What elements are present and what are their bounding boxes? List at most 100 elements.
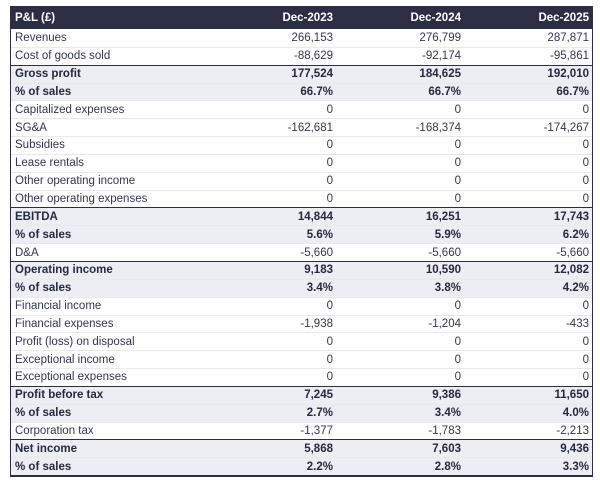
cell-value: 11,650 bbox=[554, 389, 589, 402]
column-header-dec-2024: Dec-2024 bbox=[410, 11, 461, 24]
cell-value: 9,386 bbox=[432, 389, 461, 402]
table-row: % of sales 2.7% 3.4% 4.0% bbox=[11, 403, 592, 422]
table-row: % of sales 5.6% 5.9% 6.2% bbox=[11, 225, 592, 244]
cell-value: -2,213 bbox=[556, 424, 589, 437]
cell-value: -1,204 bbox=[428, 317, 461, 330]
cell-value: 177,524 bbox=[291, 68, 333, 81]
row-label: SG&A bbox=[15, 121, 47, 134]
row-label: Other operating expenses bbox=[15, 193, 148, 206]
row-label: Lease rentals bbox=[15, 157, 85, 170]
table-row: Profit (loss) on disposal 0 0 0 bbox=[11, 332, 592, 351]
table-title: P&L (£) bbox=[15, 11, 56, 24]
row-label: Operating income bbox=[15, 264, 113, 277]
cell-value: 0 bbox=[326, 335, 333, 348]
cell-value: 0 bbox=[582, 175, 589, 188]
table-row: Other operating income 0 0 0 bbox=[11, 171, 592, 190]
cell-value: 66.7% bbox=[428, 85, 461, 98]
cell-value: 4.2% bbox=[562, 282, 589, 295]
cell-value: -1,377 bbox=[300, 424, 333, 437]
cell-value: -5,660 bbox=[428, 246, 461, 259]
cell-value: 2.7% bbox=[306, 407, 333, 420]
cell-value: 0 bbox=[454, 193, 461, 206]
cell-value: 9,436 bbox=[560, 442, 589, 455]
cell-value: 192,010 bbox=[547, 68, 589, 81]
table-row: Other operating expenses 0 0 0 bbox=[11, 189, 592, 208]
row-label: % of sales bbox=[15, 85, 72, 98]
row-label: Profit (loss) on disposal bbox=[15, 335, 135, 348]
table-row: Exceptional income 0 0 0 bbox=[11, 350, 592, 369]
table-row: % of sales 2.2% 2.8% 3.3% bbox=[11, 457, 592, 476]
cell-value: 0 bbox=[582, 353, 589, 366]
cell-value: 0 bbox=[582, 157, 589, 170]
cell-value: 0 bbox=[454, 157, 461, 170]
cell-value: -5,660 bbox=[300, 246, 333, 259]
cell-value: 66.7% bbox=[300, 85, 333, 98]
table-row: D&A -5,660 -5,660 -5,660 bbox=[11, 243, 592, 261]
table-row: Net income 5,868 7,603 9,436 bbox=[11, 439, 592, 458]
cell-value: 5.9% bbox=[434, 228, 461, 241]
row-label: Other operating income bbox=[15, 175, 136, 188]
pnl-table: P&L (£) Dec-2023 Dec-2024 Dec-2025 Reven… bbox=[10, 6, 593, 478]
column-header-dec-2025: Dec-2025 bbox=[538, 11, 589, 24]
row-label: % of sales bbox=[15, 282, 72, 295]
cell-value: -433 bbox=[565, 317, 589, 330]
row-label: EBITDA bbox=[15, 210, 58, 223]
row-label: Exceptional expenses bbox=[15, 371, 127, 384]
cell-value: 12,082 bbox=[553, 264, 589, 277]
table-row: SG&A -162,681 -168,374 -174,267 bbox=[11, 118, 592, 137]
table-row: EBITDA 14,844 16,251 17,743 bbox=[11, 207, 592, 226]
table-row: Subsidies 0 0 0 bbox=[11, 136, 592, 154]
table-row: % of sales 66.7% 66.7% 66.7% bbox=[11, 82, 592, 101]
cell-value: 66.7% bbox=[556, 85, 589, 98]
cell-value: -174,267 bbox=[543, 121, 589, 134]
cell-value: 0 bbox=[454, 139, 461, 152]
cell-value: 0 bbox=[582, 371, 589, 384]
row-label: Subsidies bbox=[15, 139, 65, 152]
cell-value: 0 bbox=[454, 175, 461, 188]
cell-value: 0 bbox=[326, 300, 333, 313]
row-label: Revenues bbox=[15, 31, 67, 44]
cell-value: 3.4% bbox=[434, 407, 461, 420]
cell-value: 0 bbox=[454, 103, 461, 116]
cell-value: 3.4% bbox=[306, 282, 333, 295]
cell-value: 0 bbox=[326, 103, 333, 116]
cell-value: -5,660 bbox=[556, 246, 589, 259]
cell-value: -1,938 bbox=[300, 317, 333, 330]
cell-value: 7,603 bbox=[432, 442, 461, 455]
table-row: Financial income 0 0 0 bbox=[11, 296, 592, 315]
cell-value: -162,681 bbox=[287, 121, 333, 134]
cell-value: 6.2% bbox=[562, 228, 589, 241]
cell-value: 0 bbox=[582, 335, 589, 348]
cell-value: 0 bbox=[582, 139, 589, 152]
cell-value: 14,844 bbox=[297, 210, 333, 223]
table-row: Gross profit 177,524 184,625 192,010 bbox=[11, 64, 592, 83]
row-label: Cost of goods sold bbox=[15, 50, 111, 63]
cell-value: 3.3% bbox=[562, 460, 589, 473]
cell-value: 287,871 bbox=[547, 31, 589, 44]
table-row: Capitalized expenses 0 0 0 bbox=[11, 100, 592, 119]
table-row: Operating income 9,183 10,590 12,082 bbox=[11, 260, 592, 279]
cell-value: -88,629 bbox=[293, 50, 333, 63]
table-body: Revenues 266,153 276,799 287,871 Cost of… bbox=[11, 29, 592, 476]
cell-value: 0 bbox=[326, 353, 333, 366]
table-row: Revenues 266,153 276,799 287,871 bbox=[11, 29, 592, 47]
table-header-row: P&L (£) Dec-2023 Dec-2024 Dec-2025 bbox=[11, 6, 592, 29]
row-label: Net income bbox=[15, 442, 77, 455]
cell-value: 0 bbox=[454, 335, 461, 348]
row-label: Financial income bbox=[15, 300, 102, 313]
column-header-dec-2023: Dec-2023 bbox=[282, 11, 333, 24]
table-row: Profit before tax 7,245 9,386 11,650 bbox=[11, 385, 592, 404]
cell-value: -1,783 bbox=[428, 424, 461, 437]
cell-value: 3.8% bbox=[434, 282, 461, 295]
cell-value: 5.6% bbox=[306, 228, 333, 241]
row-label: D&A bbox=[15, 246, 39, 259]
cell-value: 0 bbox=[326, 175, 333, 188]
row-label: Financial expenses bbox=[15, 317, 114, 330]
cell-value: 2.8% bbox=[434, 460, 461, 473]
row-label: % of sales bbox=[15, 460, 72, 473]
table-row: Financial expenses -1,938 -1,204 -433 bbox=[11, 314, 592, 333]
cell-value: 0 bbox=[582, 103, 589, 116]
cell-value: 2.2% bbox=[306, 460, 333, 473]
cell-value: 184,625 bbox=[419, 68, 461, 81]
table-row: Cost of goods sold -88,629 -92,174 -95,8… bbox=[11, 46, 592, 65]
